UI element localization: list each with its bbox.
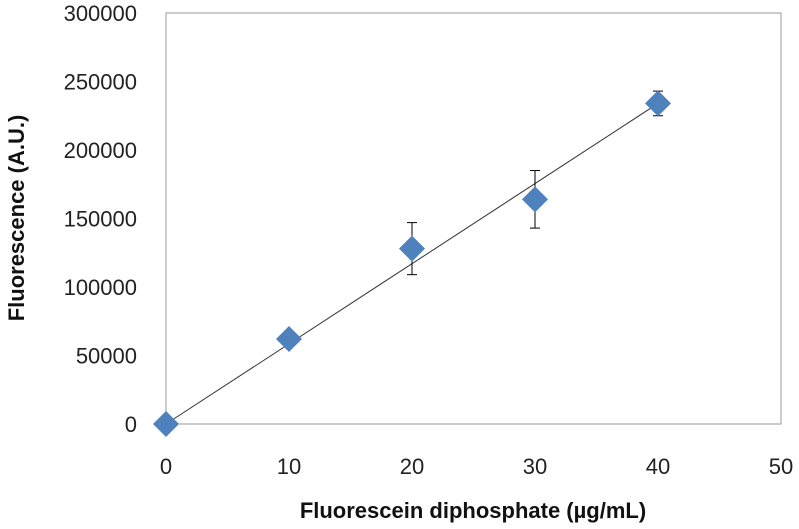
y-tick-label: 250000: [64, 70, 137, 95]
data-point: [276, 326, 302, 353]
x-axis-title: Fluorescein diphosphate (µg/mL): [300, 498, 646, 523]
y-tick-label: 200000: [64, 138, 137, 163]
y-tick-label: 50000: [76, 344, 137, 369]
x-tick-label: 50: [769, 454, 793, 479]
y-tick-label: 100000: [64, 275, 137, 300]
y-tick-label: 0: [125, 412, 137, 437]
data-point: [399, 235, 425, 262]
y-tick-label: 150000: [64, 207, 137, 232]
data-point: [645, 90, 671, 117]
data-point: [522, 186, 548, 213]
data-point: [153, 411, 179, 437]
x-tick-label: 30: [523, 454, 547, 479]
x-tick-label: 20: [400, 454, 424, 479]
x-tick-label: 0: [160, 454, 172, 479]
y-tick-label: 300000: [64, 1, 137, 26]
x-tick-label: 40: [646, 454, 670, 479]
y-axis-title: Fluorescence (A.U.): [4, 115, 29, 322]
plot-area: [165, 12, 782, 425]
x-tick-label: 10: [277, 454, 301, 479]
